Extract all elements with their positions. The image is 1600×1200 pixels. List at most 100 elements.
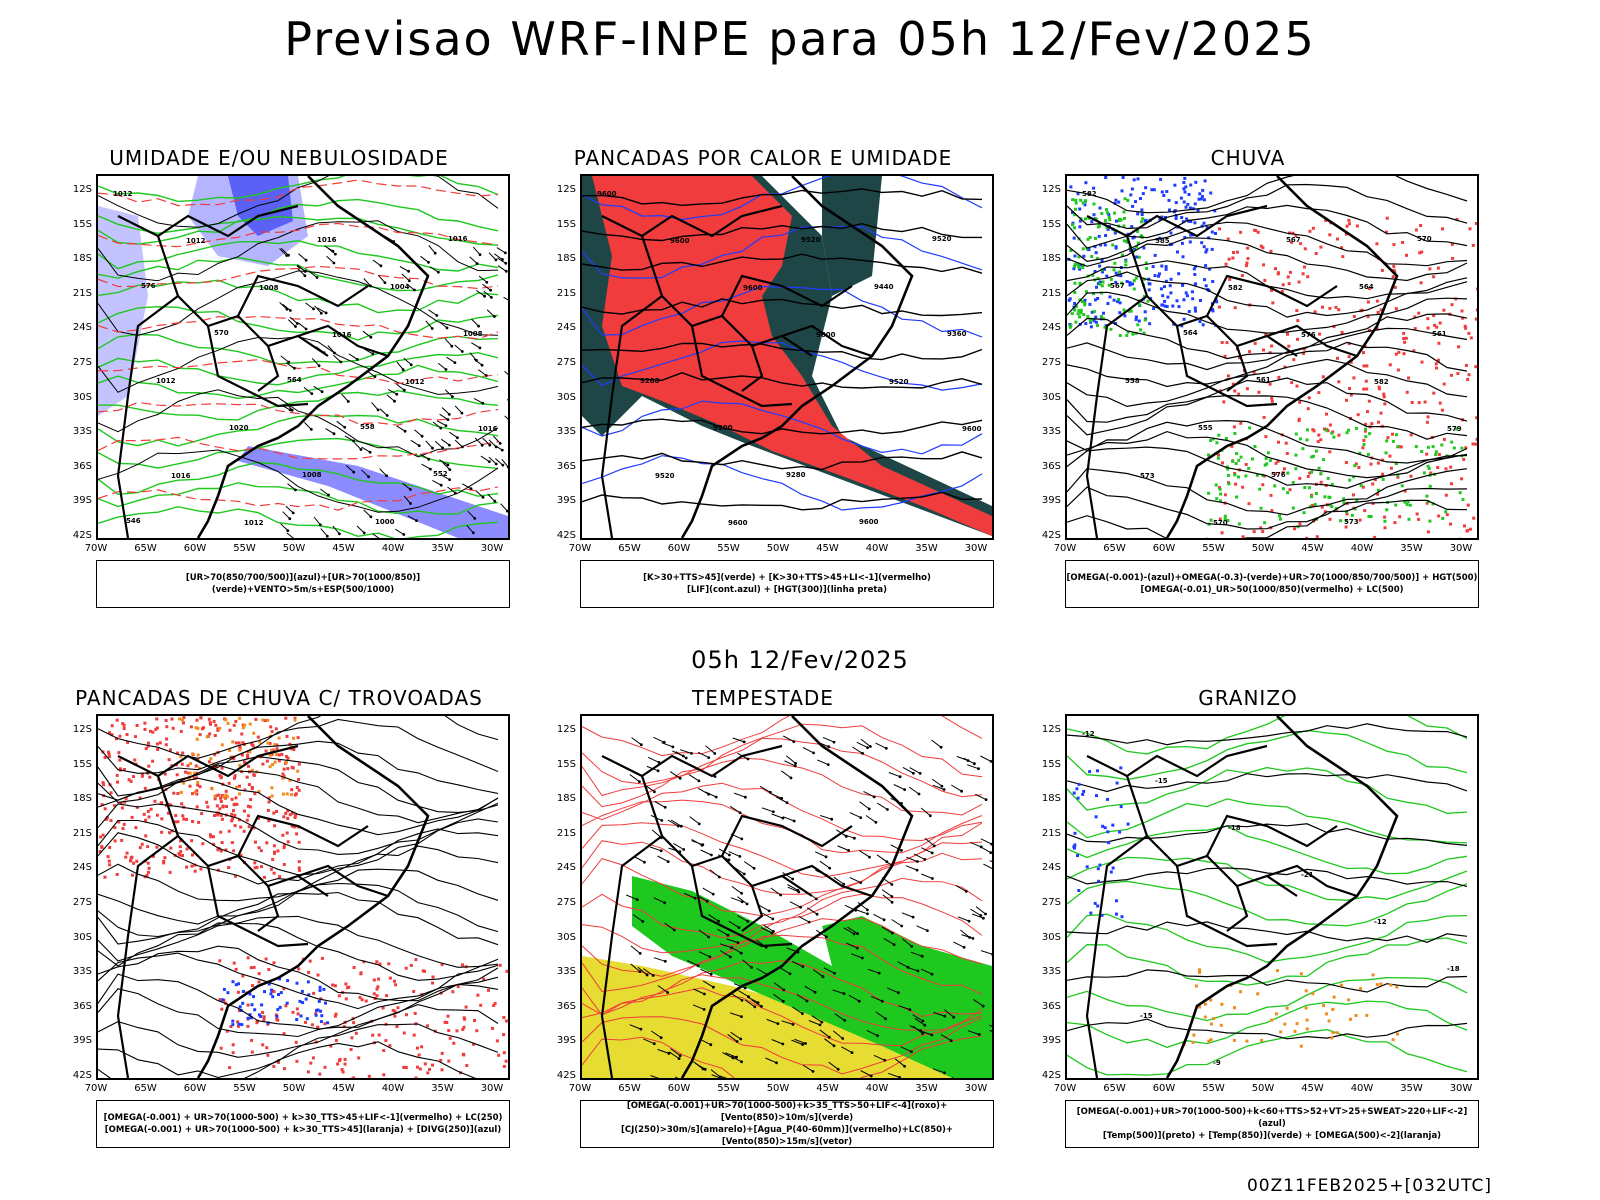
wind-arrow-head: [660, 819, 664, 822]
precip-cell: [160, 830, 164, 834]
precip-cell: [252, 995, 255, 999]
sub-title: 05h 12/Fev/2025: [691, 646, 909, 674]
lat-tick-label: 24S: [556, 322, 576, 334]
precip-cell: [461, 1052, 465, 1056]
lat-tick-label: 39S: [72, 1035, 92, 1047]
precip-cell: [193, 869, 197, 873]
precip-cell: [297, 967, 301, 971]
hgt500-contour: [1067, 358, 1468, 408]
wind-arrow: [473, 397, 484, 404]
precip-cell: [1173, 183, 1177, 187]
precip-cell: [1214, 483, 1218, 487]
precip-cell: [1379, 411, 1383, 415]
precip-cell: [1294, 453, 1298, 457]
precip-cell: [103, 756, 107, 759]
wind-arrow-head: [884, 1017, 887, 1021]
wind-arrow: [471, 318, 479, 327]
precip-cell: [1193, 282, 1197, 286]
precip-cell: [237, 1022, 241, 1026]
lat-tick-label: 39S: [1041, 495, 1061, 507]
precip-cell: [1219, 1023, 1223, 1027]
precip-cell: [445, 1021, 449, 1024]
t850-contour: [1067, 729, 1468, 781]
wind-arrow-head: [415, 519, 418, 522]
precip-cell: [1231, 459, 1235, 463]
pw-contour: [582, 934, 983, 995]
country-border: [600, 835, 663, 1078]
wind-arrow: [487, 493, 496, 502]
wind-arrow: [654, 801, 666, 808]
wind-arrow-head: [343, 425, 347, 429]
precip-cell: [285, 792, 289, 796]
precip-cell: [1468, 227, 1472, 231]
precip-cell: [1450, 242, 1454, 246]
hgt300-contour: [582, 253, 983, 274]
precip-cell: [1204, 250, 1208, 254]
precip-cell: [270, 786, 274, 790]
precip-cell: [1131, 236, 1135, 240]
precip-cell: [1270, 396, 1274, 400]
precip-cell: [388, 976, 392, 980]
precip-cell: [207, 717, 211, 721]
precip-cell: [182, 716, 186, 720]
wind-arrow-head: [441, 446, 444, 450]
precip-cell: [1092, 186, 1096, 190]
wind-arrow-head: [487, 460, 491, 463]
precip-cell: [1188, 206, 1192, 210]
precip-cell: [212, 835, 215, 839]
hgt500-contour: [1067, 221, 1468, 267]
contour-label: 567: [1286, 236, 1301, 244]
precip-cell: [1344, 232, 1348, 236]
map-umidade-svg: 1012101210081016101210161016101210161004…: [98, 176, 508, 538]
wind-arrow: [476, 289, 485, 297]
precip-cell: [1376, 492, 1380, 496]
wind-arrow-head: [369, 284, 372, 288]
wind-arrow-head: [801, 1012, 804, 1015]
precip-cell: [1420, 450, 1424, 453]
lat-tick-label: 27S: [1041, 897, 1061, 908]
precip-cell: [160, 817, 164, 821]
wind-arrow-head: [439, 483, 443, 487]
precip-cell: [1194, 309, 1197, 313]
wind-arrow-head: [971, 937, 975, 940]
lat-tick-label: 12S: [1041, 184, 1061, 195]
wind-arrow-head: [883, 1058, 887, 1062]
precip-cell: [1422, 471, 1426, 475]
lat-tick-label: 27S: [72, 357, 92, 368]
wind-arrow-head: [708, 955, 712, 959]
precip-cell: [388, 1044, 392, 1048]
wind-arrow: [469, 256, 478, 264]
wind-arrow-head: [930, 972, 934, 976]
precip-cell: [316, 1026, 320, 1030]
wind-arrow-head: [478, 346, 482, 350]
wind-arrow-head: [310, 392, 314, 395]
lat-tick-label: 27S: [1041, 357, 1061, 368]
wind-arrow-head: [890, 895, 894, 898]
precip-cell: [133, 758, 137, 762]
lat-tick-label: 21S: [556, 287, 576, 299]
wind-arrow: [960, 929, 971, 938]
precip-cell: [1285, 1006, 1289, 1010]
precip-cell: [1299, 242, 1303, 246]
precip-cell: [1136, 241, 1140, 245]
precip-cell: [1081, 201, 1085, 205]
precip-cell: [218, 774, 222, 777]
wind-arrow: [414, 429, 423, 437]
pw-contour: [582, 917, 983, 977]
wind-arrow-head: [288, 408, 292, 412]
precip-cell: [1202, 245, 1206, 249]
precip-cell: [1325, 1012, 1328, 1016]
precip-cell: [1315, 535, 1319, 538]
wind-arrow-head: [362, 531, 366, 535]
precip-cell: [288, 778, 292, 782]
precip-cell: [1232, 1038, 1236, 1042]
wind-arrow-head: [743, 986, 747, 990]
precip-cell: [1261, 246, 1265, 250]
precip-cell: [144, 818, 148, 822]
rh-contour: [98, 256, 499, 292]
wind-arrow-head: [287, 253, 290, 257]
precip-cell: [1073, 264, 1076, 268]
precip-cell: [1354, 1014, 1358, 1017]
lat-tick-label: 21S: [72, 287, 92, 299]
precip-cell: [146, 809, 150, 813]
